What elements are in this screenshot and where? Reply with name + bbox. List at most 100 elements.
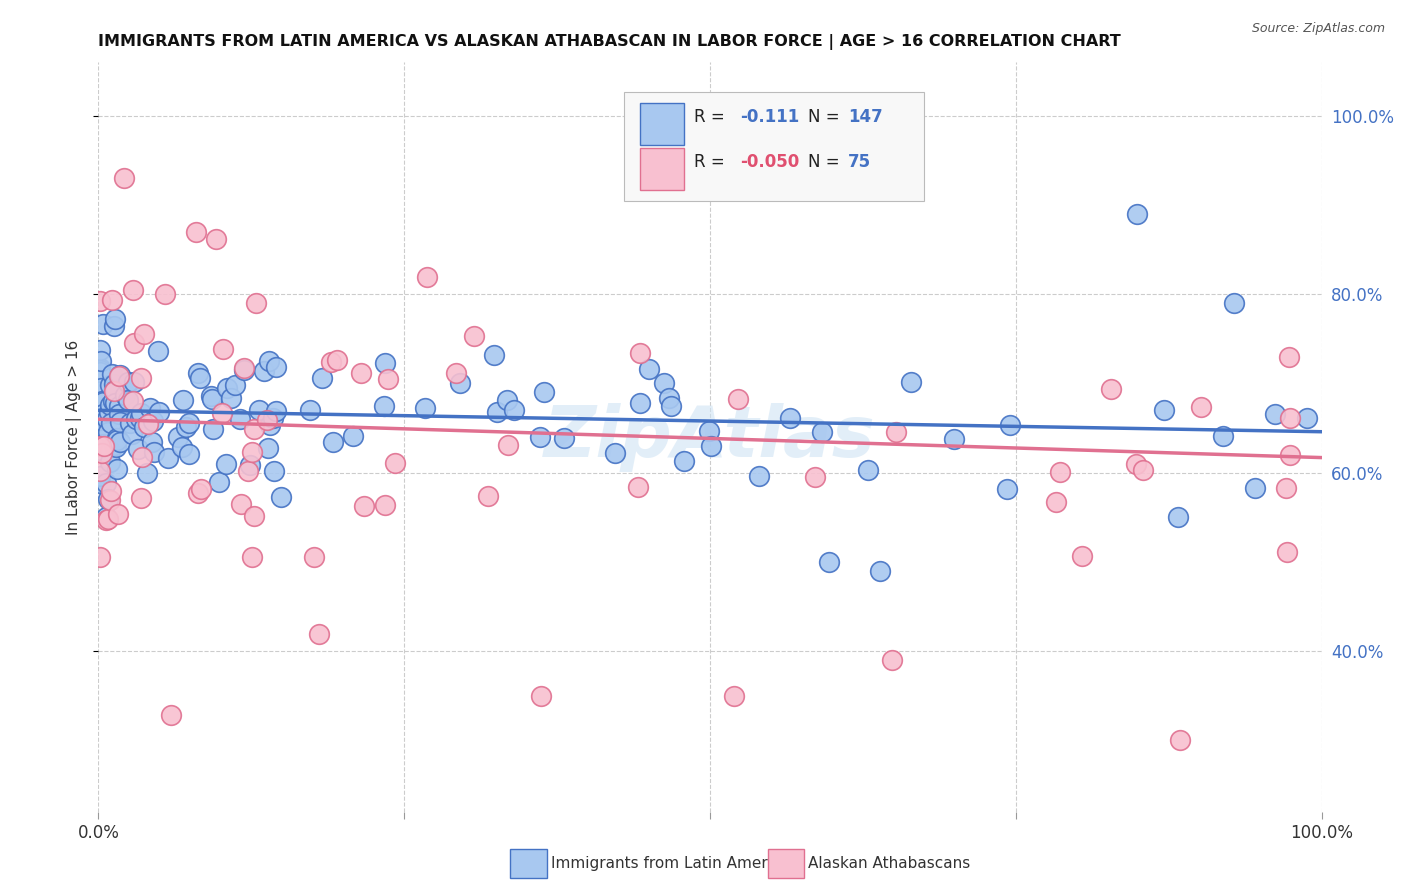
Point (90, 394, 112, 409)
Point (90, 353, 112, 368)
Text: Alaskan Athabascans: Alaskan Athabascans (808, 856, 970, 871)
Point (243, 422, 266, 436)
Point (89, 430, 111, 444)
Point (107, 507, 129, 521)
Point (110, 435, 132, 450)
Point (131, 450, 153, 464)
Point (89, 550, 111, 565)
Point (637, 362, 659, 376)
Point (264, 359, 287, 374)
Point (384, 456, 406, 470)
Point (995, 482, 1018, 496)
Point (1264, 407, 1286, 421)
Point (202, 421, 225, 435)
Point (117, 392, 139, 407)
Point (1278, 351, 1301, 365)
Point (89, 413, 111, 427)
Point (89, 468, 111, 483)
Point (727, 392, 749, 406)
Point (121, 427, 143, 442)
Point (856, 463, 879, 477)
Point (108, 415, 131, 429)
Point (121, 393, 143, 408)
Text: 75: 75 (848, 153, 872, 171)
Point (129, 406, 152, 420)
Point (200, 389, 222, 403)
Point (1071, 549, 1094, 563)
Point (93, 439, 115, 453)
Point (89, 431, 111, 445)
Point (659, 400, 682, 414)
Point (122, 335, 145, 350)
Point (496, 392, 519, 407)
Point (142, 414, 165, 428)
Point (90, 401, 112, 415)
Point (205, 232, 228, 246)
Point (652, 376, 675, 390)
Point (697, 424, 720, 438)
Point (1099, 382, 1122, 396)
Point (350, 367, 373, 381)
Text: -0.050: -0.050 (741, 153, 800, 171)
Point (1244, 481, 1267, 495)
Point (170, 440, 193, 454)
Point (148, 405, 170, 419)
Point (259, 354, 281, 368)
Point (211, 406, 233, 420)
Point (107, 407, 129, 421)
Point (605, 446, 627, 460)
Point (239, 458, 262, 473)
Point (89, 409, 111, 423)
Point (804, 470, 827, 484)
Point (253, 364, 276, 378)
Point (97, 425, 120, 439)
Point (477, 490, 499, 504)
Point (302, 549, 325, 564)
Point (240, 550, 263, 565)
Point (374, 356, 396, 370)
Point (322, 435, 344, 450)
Point (1295, 411, 1317, 425)
Point (413, 401, 436, 415)
Point (117, 376, 139, 390)
FancyBboxPatch shape (624, 93, 924, 201)
Point (93, 407, 115, 421)
Point (1189, 400, 1212, 414)
Point (259, 417, 281, 432)
Point (103, 438, 125, 452)
Point (103, 319, 125, 334)
Point (172, 393, 194, 408)
Point (529, 430, 551, 444)
Point (1278, 411, 1301, 425)
Point (129, 371, 152, 385)
Point (132, 326, 155, 341)
Text: R =: R = (695, 108, 725, 126)
Point (105, 462, 128, 476)
Point (103, 384, 125, 399)
Point (449, 376, 471, 391)
Text: 147: 147 (848, 108, 883, 126)
Point (89, 409, 111, 424)
Point (321, 355, 343, 369)
Point (270, 490, 292, 504)
Point (298, 403, 321, 417)
Point (231, 497, 253, 511)
Point (129, 410, 152, 425)
Point (342, 429, 364, 443)
Point (91, 446, 114, 460)
Point (942, 432, 965, 446)
Point (89, 376, 111, 391)
Point (89, 465, 111, 479)
Point (91, 437, 114, 451)
Point (104, 395, 127, 409)
Point (240, 444, 263, 458)
Point (148, 343, 170, 358)
Point (143, 445, 166, 459)
Text: ZipAtlas: ZipAtlas (544, 402, 876, 472)
Point (377, 371, 399, 385)
Point (262, 411, 284, 425)
Point (818, 555, 841, 569)
Point (748, 469, 770, 483)
Point (215, 457, 238, 471)
Point (627, 481, 650, 495)
